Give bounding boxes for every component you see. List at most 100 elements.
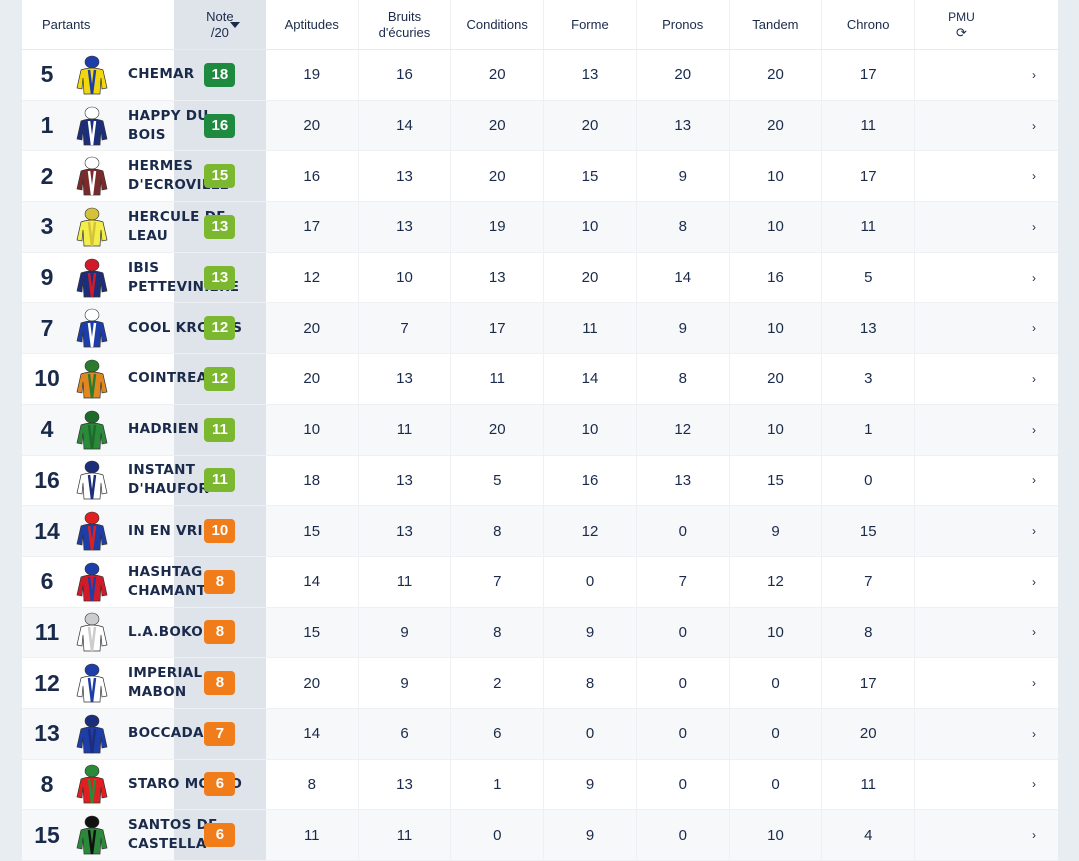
chrono-value: 3 [822, 354, 916, 404]
horse-name[interactable]: IN EN VRIE [128, 522, 213, 539]
chevron-right-icon[interactable]: › [1032, 676, 1037, 691]
pmu-cell[interactable]: › [915, 303, 1058, 353]
table-row[interactable]: 7 COOL KRONOS 12 20 7 17 11 9 10 13 › [22, 303, 1058, 355]
note-cell: 15 [173, 151, 266, 202]
partant-cell: 4 HADRIEN [22, 405, 199, 455]
pmu-cell[interactable]: › [915, 760, 1058, 810]
horse-name[interactable]: HAPPY DU BOIS [128, 107, 209, 143]
table-row[interactable]: 13 BOCCADAM 7 14 6 6 0 0 0 20 › [22, 708, 1058, 760]
chevron-right-icon[interactable]: › [1032, 777, 1037, 792]
pmu-cell[interactable]: › [915, 405, 1058, 455]
chevron-right-icon[interactable]: › [1032, 473, 1037, 488]
tandem-value: 20 [730, 100, 823, 151]
note-badge: 11 [204, 417, 236, 442]
header-forme-label: Forme [571, 16, 609, 32]
table-row[interactable]: 14 IN EN VRIE 10 15 13 8 12 0 9 15 › [22, 506, 1058, 557]
chrono-value: 0 [822, 455, 916, 506]
pronos-value: 8 [637, 202, 730, 252]
header-pronos[interactable]: Pronos [637, 0, 730, 49]
horse-name[interactable]: L.A.BOKO [128, 623, 204, 640]
table-row[interactable]: 16 INSTANT D'HAUFOR 11 18 13 5 16 13 15 … [22, 455, 1058, 507]
pronos-value: 12 [637, 404, 730, 455]
pmu-cell[interactable]: › [915, 608, 1058, 658]
header-note-sort[interactable]: Note /20 [173, 0, 266, 49]
pmu-cell[interactable]: › [915, 101, 1058, 151]
pmu-cell[interactable]: › [915, 50, 1058, 100]
chevron-right-icon[interactable]: › [1032, 422, 1037, 437]
table-row[interactable]: 10 COINTREAU 12 20 13 11 14 8 20 3 › [22, 354, 1058, 405]
header-aptitudes[interactable]: Aptitudes [266, 0, 359, 49]
pmu-cell[interactable]: › [915, 354, 1058, 404]
pmu-cell[interactable]: › [915, 253, 1058, 303]
horse-name[interactable]: CHEMAR [128, 66, 195, 83]
horse-name[interactable]: HASHTAG CHAMANT [128, 563, 207, 599]
chevron-right-icon[interactable]: › [1032, 219, 1037, 234]
pmu-cell[interactable]: › [915, 658, 1058, 708]
table-row[interactable]: 12 IMPERIAL MABON 8 20 9 2 8 0 0 17 › [22, 658, 1058, 709]
header-note-sub: /20 [210, 24, 229, 40]
chevron-right-icon[interactable]: › [1032, 726, 1037, 741]
horse-name[interactable]: COINTREAU [128, 370, 219, 387]
table-row[interactable]: 9 IBIS PETTEVINIERE 13 12 10 13 20 14 16… [22, 252, 1058, 304]
table-row[interactable]: 11 L.A.BOKO 8 15 9 8 9 0 10 8 › [22, 607, 1058, 659]
refresh-icon[interactable]: ⟳ [956, 24, 967, 40]
bruits-value: 11 [359, 404, 452, 455]
aptitudes-value: 15 [266, 607, 359, 658]
horse-name[interactable]: HERCULE DE LEAU [128, 208, 226, 244]
table-row[interactable]: 5 CHEMAR 18 19 16 20 13 20 20 17 › [22, 50, 1058, 101]
pmu-cell[interactable]: › [915, 506, 1058, 556]
chevron-right-icon[interactable]: › [1032, 118, 1037, 133]
forme-value: 9 [544, 759, 637, 810]
chevron-right-icon[interactable]: › [1032, 828, 1037, 843]
pmu-cell[interactable]: › [915, 202, 1058, 252]
pmu-cell[interactable]: › [915, 709, 1058, 759]
table-row[interactable]: 4 HADRIEN 11 10 11 20 10 12 10 1 › [22, 404, 1058, 456]
horse-name[interactable]: BOCCADAM [128, 725, 218, 742]
header-bruits-label: Bruits [387, 8, 422, 24]
chrono-value: 5 [822, 252, 916, 303]
note-cell: 11 [173, 404, 266, 455]
conditions-value: 2 [451, 658, 545, 708]
chevron-right-icon[interactable]: › [1032, 270, 1037, 285]
bruits-value: 13 [359, 455, 452, 506]
chevron-right-icon[interactable]: › [1032, 524, 1037, 539]
horse-name[interactable]: HERMES D'ECROVILLE [128, 158, 230, 194]
header-conditions[interactable]: Conditions [451, 0, 545, 49]
horse-name[interactable]: INSTANT D'HAUFOR [128, 462, 210, 498]
pmu-cell[interactable]: › [915, 456, 1058, 506]
pmu-cell[interactable]: › [915, 557, 1058, 607]
chevron-right-icon[interactable]: › [1032, 321, 1037, 336]
conditions-value: 20 [451, 151, 545, 202]
table-row[interactable]: 6 HASHTAG CHAMANT 8 14 11 7 0 7 12 7 › [22, 556, 1058, 608]
table-row[interactable]: 8 STARO MOJITO 6 8 13 1 9 0 0 11 › [22, 759, 1058, 811]
chevron-right-icon[interactable]: › [1032, 625, 1037, 640]
horse-name[interactable]: SANTOS DE CASTELLA [128, 817, 218, 853]
aptitudes-value: 20 [266, 354, 359, 404]
chevron-right-icon[interactable]: › [1032, 169, 1037, 184]
header-forme[interactable]: Forme [544, 0, 637, 49]
partant-cell: 3 HERCULE DE LEAU [22, 202, 225, 252]
header-pmu[interactable]: PMU ⟳ [915, 0, 1058, 49]
header-bruits[interactable]: Bruits d'écuries [359, 0, 452, 49]
chevron-right-icon[interactable]: › [1032, 574, 1037, 589]
header-tandem[interactable]: Tandem [730, 0, 823, 49]
table-row[interactable]: 15 SANTOS DE CASTELLA 6 11 11 0 9 0 10 4… [22, 810, 1058, 861]
forme-value: 10 [544, 404, 637, 455]
table-row[interactable]: 3 HERCULE DE LEAU 13 17 13 19 10 8 10 11… [22, 202, 1058, 253]
chevron-right-icon[interactable]: › [1032, 371, 1037, 386]
pmu-cell[interactable]: › [915, 810, 1058, 860]
note-cell: 8 [173, 556, 266, 607]
conditions-value: 8 [451, 506, 545, 556]
horse-number: 8 [40, 770, 54, 797]
pmu-cell[interactable]: › [915, 151, 1058, 201]
table-row[interactable]: 2 HERMES D'ECROVILLE 15 16 13 20 15 9 10… [22, 151, 1058, 203]
horse-name[interactable]: HADRIEN [128, 421, 199, 438]
header-chrono[interactable]: Chrono [822, 0, 915, 49]
chevron-right-icon[interactable]: › [1032, 67, 1037, 82]
horse-number: 10 [34, 365, 60, 392]
horse-number: 12 [34, 669, 60, 696]
table-row[interactable]: 1 HAPPY DU BOIS 16 20 14 20 20 13 20 11 … [22, 100, 1058, 152]
note-cell: 8 [173, 658, 266, 708]
horse-name[interactable]: IMPERIAL MABON [128, 665, 203, 701]
tandem-value: 12 [730, 556, 823, 607]
